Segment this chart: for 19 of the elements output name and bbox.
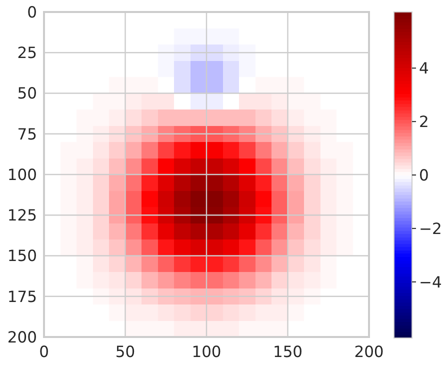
x-tick-label: 200 [354, 343, 384, 361]
color-bar-label: −2 [419, 220, 442, 238]
color-bar-label: 4 [419, 60, 429, 78]
x-tick-label: 50 [115, 343, 136, 361]
y-tick-label: 200 [7, 328, 37, 346]
y-tick-label: 150 [7, 247, 37, 266]
color-bar-label: 0 [419, 166, 429, 184]
color-bar-label: 2 [419, 112, 429, 131]
y-tick-label: 175 [7, 288, 37, 306]
x-tick-label: 100 [192, 343, 222, 361]
x-tick-label: 0 [39, 343, 49, 361]
y-tick-label: 25 [17, 44, 37, 62]
y-tick-label: 50 [17, 84, 37, 103]
y-tick-label: 0 [27, 3, 37, 22]
y-tick-label: 125 [7, 206, 37, 225]
y-tick-label: 100 [7, 166, 37, 184]
color-bar-label: −4 [419, 273, 442, 292]
x-tick-label: 150 [272, 343, 303, 361]
y-tick-label: 75 [17, 125, 37, 144]
